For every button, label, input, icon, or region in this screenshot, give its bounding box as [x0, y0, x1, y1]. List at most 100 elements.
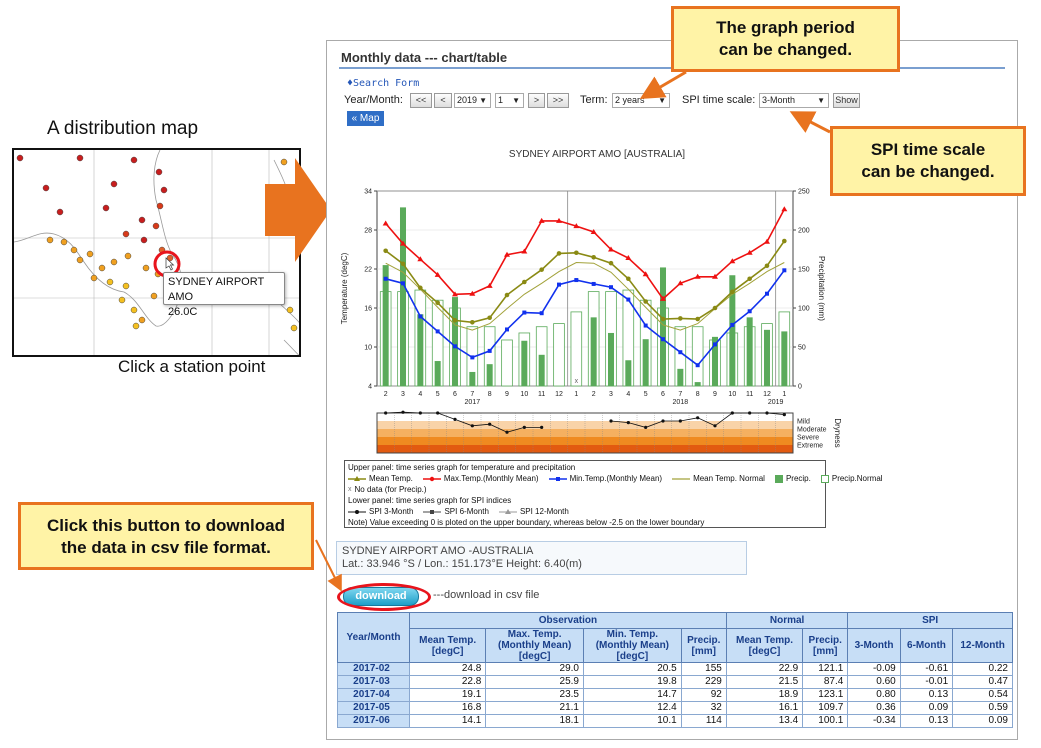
series-point [694, 273, 701, 279]
series-point [383, 248, 388, 254]
series-point [452, 318, 458, 323]
next-month-button[interactable]: > [528, 93, 545, 108]
line-marker-icon [348, 509, 366, 514]
x-tick-label: 11 [538, 391, 545, 398]
year-label: 2019 [768, 399, 784, 406]
station-dot [286, 306, 294, 314]
legend-spi6: SPI 6-Month [423, 506, 489, 517]
map-title: A distribution map [47, 118, 199, 139]
station-dot [150, 292, 158, 300]
series-point [695, 316, 700, 322]
series-point [435, 329, 440, 334]
prev-month-button[interactable]: < [434, 93, 452, 108]
series-point [487, 315, 492, 321]
series-point [643, 299, 648, 304]
precip-bar [417, 314, 424, 386]
table-cell: 23.5 [485, 688, 584, 702]
series-line [385, 208, 786, 301]
station-dot [46, 236, 54, 244]
series-point [470, 320, 475, 325]
station-dot [42, 184, 50, 192]
show-button[interactable]: Show [833, 93, 860, 108]
station-dot [138, 216, 146, 224]
x-tick-label: 10 [520, 391, 528, 398]
callout-download: Click this button to download the data i… [18, 502, 314, 570]
station-dot [290, 324, 298, 332]
callout-download-line1: Click this button to download [47, 516, 285, 535]
station-dot [152, 222, 160, 230]
y-axis-label: Temperature (degC) [340, 252, 349, 324]
series-point [486, 282, 493, 288]
x-tick-label: 12 [555, 391, 563, 398]
chevron-down-icon: ▼ [817, 96, 825, 105]
station-dot [70, 246, 78, 254]
table-cell: 87.4 [802, 675, 849, 689]
table-cell: 12.4 [583, 701, 682, 715]
row-year-month: 2017-06 [337, 714, 410, 728]
distribution-map[interactable] [12, 148, 301, 357]
spi3-point [418, 411, 422, 415]
table-cell: 114 [680, 714, 727, 728]
spi-scale-select[interactable]: 3-Month ▼ [759, 93, 829, 108]
th-col: Precip. [mm] [680, 628, 727, 663]
series-point [574, 278, 579, 283]
table-cell: 19.1 [408, 688, 487, 702]
line-marker-icon [548, 476, 567, 481]
th-col: Mean Temp. [degC] [408, 628, 487, 663]
station-dot [102, 204, 110, 212]
year-month-label: Year/Month: [344, 94, 403, 106]
prev-year-button[interactable]: << [410, 93, 432, 108]
y2-axis-label: Precipitation (mm) [817, 256, 826, 321]
row-year-month: 2017-05 [337, 701, 410, 715]
tooltip-station-name: SYDNEY AIRPORT AMO [168, 276, 264, 303]
back-to-map-button[interactable]: « Map [347, 111, 384, 126]
map-canvas [14, 150, 299, 355]
legend-lower-title: Lower panel: time series graph for SPI i… [348, 496, 512, 505]
spi3-point [661, 419, 665, 423]
callout-graph-line2: can be changed. [718, 40, 853, 59]
precip-normal-bar [691, 326, 704, 387]
callout-graph-line1: The graph period [716, 18, 855, 37]
table-cell: 0.60 [847, 675, 901, 689]
x-tick-label: 1 [782, 391, 786, 398]
table-cell: 14.7 [583, 688, 682, 702]
series-point [504, 251, 510, 257]
x-tick-label: 8 [488, 391, 492, 398]
legend-mean-temp: Mean Temp. [348, 473, 413, 484]
series-point [729, 258, 736, 264]
y-tick-label: 28 [364, 228, 372, 235]
th-col: 12-Month [952, 628, 1013, 663]
next-year-button[interactable]: >> [547, 93, 569, 108]
line-marker-icon [348, 475, 366, 481]
series-point [660, 295, 666, 301]
spi3-point [505, 430, 509, 434]
table-cell: 0.59 [952, 701, 1013, 715]
legend-note: Note) Value exceeding 0 is ploted on the… [348, 518, 705, 527]
month-select[interactable]: 1 ▼ [495, 93, 524, 108]
series-point [747, 276, 752, 282]
table-cell: 0.80 [847, 688, 901, 702]
spi3-point [470, 424, 474, 428]
year-select[interactable]: 2019 ▼ [454, 93, 491, 108]
table-cell: 29.0 [485, 662, 584, 676]
data-table: Year/Month Observation Normal SPI Mean T… [337, 612, 1013, 728]
table-row: 2017-02 24.8 29.0 20.5 155 22.9 121.1 -0.09 -0.6… [337, 662, 1013, 676]
tooltip-value: 26.0C [168, 306, 198, 318]
table-cell: 100.1 [802, 714, 849, 728]
series-point [712, 305, 718, 311]
table-cell: 0.13 [899, 688, 954, 702]
series-point [764, 263, 770, 269]
row-year-month: 2017-02 [337, 662, 410, 676]
spi-level-label: Mild [797, 419, 810, 426]
no-data-x-icon: x [348, 486, 352, 493]
series-point [556, 251, 562, 256]
callout-graph-period: The graph period can be changed. [671, 6, 900, 72]
spi3-point [436, 411, 440, 415]
table-cell: 21.5 [725, 675, 804, 689]
series-point [401, 281, 405, 286]
table-cell: 0.09 [899, 701, 954, 715]
station-info: SYDNEY AIRPORT AMO -AUSTRALIA Lat.: 33.9… [336, 541, 747, 575]
station-tooltip: SYDNEY AIRPORT AMO 26.0C [163, 272, 285, 318]
table-cell: -0.61 [899, 662, 954, 676]
precip-bar [729, 275, 736, 386]
